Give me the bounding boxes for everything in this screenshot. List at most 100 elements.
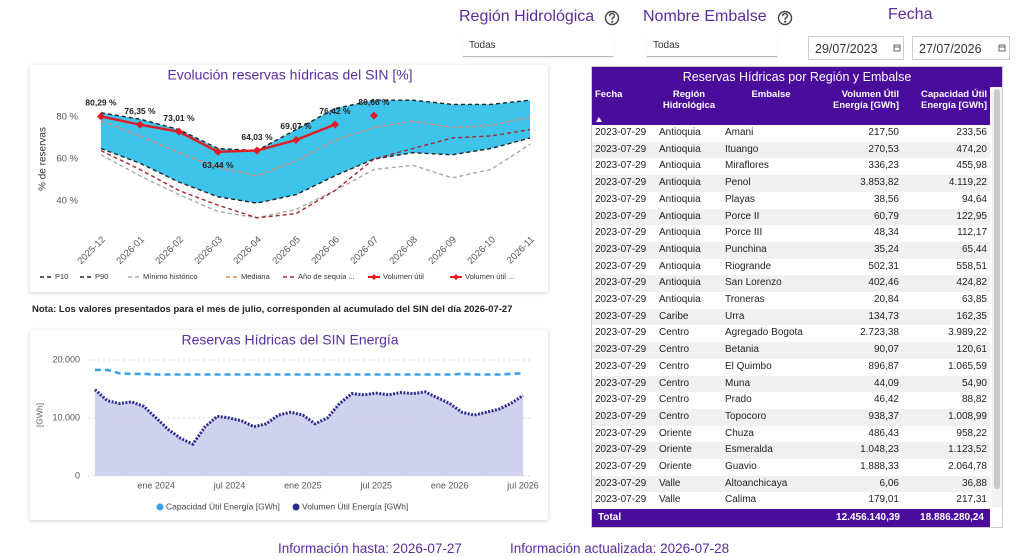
help-icon[interactable] xyxy=(777,10,793,26)
table-cell: Porce II xyxy=(722,208,820,226)
table-cell: 1.065,59 xyxy=(948,360,987,372)
footer-text: Información actualizada: 2026-07-28 xyxy=(510,541,730,556)
table-cell: Betania xyxy=(722,342,820,359)
table-cell: Antioquia xyxy=(659,260,701,272)
table-cell: Antioquia xyxy=(656,208,722,226)
y-tick-label: 20.000 xyxy=(52,354,80,364)
table-cell: Antioquia xyxy=(656,175,722,192)
table-cell: 2023-07-29 xyxy=(592,375,656,393)
table-cell: 2023-07-29 xyxy=(592,141,656,159)
x-tick-label: ene 2025 xyxy=(284,480,322,490)
table-row: 2023-07-29 Antioquia Punchina 35,24 65,44 xyxy=(592,241,990,259)
table-row: 2023-07-29 Centro Muna 44,09 54,90 xyxy=(592,375,990,393)
table-cell: Valle xyxy=(656,475,722,493)
date-input[interactable]: 29/07/2023 xyxy=(808,36,904,60)
table-cell: Centro xyxy=(659,394,690,406)
legend-label: Capacidad Útil Energía [GWh] xyxy=(166,501,280,511)
point-marker xyxy=(253,146,261,155)
table-cell: 20,84 xyxy=(873,294,899,306)
date-input[interactable]: 27/07/2026 xyxy=(912,36,1010,60)
legend-swatch xyxy=(156,503,164,511)
table-cell: Centro xyxy=(659,327,690,339)
table-cell: 217,31 xyxy=(956,494,987,506)
table-cell: 2023-07-29 xyxy=(595,160,647,172)
table-cell: Antioquia xyxy=(656,141,722,159)
table-cell: Penol xyxy=(722,175,820,192)
table-row: 2023-07-29 Valle Calima 179,01 217,31 xyxy=(592,492,990,509)
legend-label: P90 xyxy=(95,272,108,281)
table-cell: Centro xyxy=(656,342,722,359)
calendar-icon[interactable] xyxy=(998,44,1006,52)
help-icon[interactable] xyxy=(604,10,620,26)
table-cell: Miraflores xyxy=(725,160,769,172)
table-row: 2023-07-29 Antioquia Penol 3.853,82 4.119,22 xyxy=(592,175,990,192)
table-cell: 424,82 xyxy=(902,275,990,293)
table-cell: Porce III xyxy=(725,227,763,239)
table-cell: 2023-07-29 xyxy=(595,461,647,473)
scrollbar[interactable] xyxy=(992,87,1002,507)
table-cell: 2.064,78 xyxy=(948,461,987,473)
table-cell: San Lorenzo xyxy=(722,275,820,293)
column-header: Embalse xyxy=(722,87,820,125)
table-cell: 402,46 xyxy=(820,275,902,293)
table-cell: Riogrande xyxy=(725,260,772,272)
area-fill xyxy=(95,389,523,476)
table-cell: 2023-07-29 xyxy=(595,327,647,339)
y-tick-label: 0 xyxy=(75,470,80,480)
table-cell: 35,24 xyxy=(820,241,902,259)
table-cell: 46,42 xyxy=(873,394,899,406)
calendar-icon[interactable] xyxy=(893,44,901,52)
table-cell: 2023-07-29 xyxy=(595,494,647,506)
chart-title: Evolución reservas hídricas del SIN [%] xyxy=(167,67,412,83)
sort-icon[interactable] xyxy=(596,117,602,122)
dropdown[interactable]: Todas xyxy=(647,35,777,57)
series-line xyxy=(100,116,531,177)
table-cell: 2023-07-29 xyxy=(592,408,656,426)
legend-label: Volumen útil xyxy=(383,272,424,281)
table-cell: 134,73 xyxy=(820,308,902,326)
data-label: 73,01 % xyxy=(163,113,195,123)
table-cell: 44,09 xyxy=(820,375,902,393)
table-row: 2023-07-29 Centro Betania 90,07 120,61 xyxy=(592,342,990,359)
table-row: 2023-07-29 Oriente Chuza 486,43 958,22 xyxy=(592,426,990,443)
table-cell: 122,95 xyxy=(902,208,990,226)
table-row: 2023-07-29 Valle Altoanchicaya 6,06 36,88 xyxy=(592,475,990,493)
table-cell: 2023-07-29 xyxy=(592,241,656,259)
table-cell: Chuza xyxy=(725,427,754,439)
table-cell: Playas xyxy=(725,193,756,205)
table-cell: Urra xyxy=(722,308,820,326)
table-cell: 2023-07-29 xyxy=(592,342,656,359)
legend-label: Año de sequía ... xyxy=(298,272,355,281)
table-cell: 2023-07-29 xyxy=(592,208,656,226)
table-cell: 2023-07-29 xyxy=(592,308,656,326)
table-cell: 2023-07-29 xyxy=(592,442,656,460)
table-cell: 474,20 xyxy=(902,141,990,159)
table-cell: 112,17 xyxy=(957,227,987,239)
table-row: 2023-07-29 Antioquia San Lorenzo 402,46 424,… xyxy=(592,275,990,293)
y-tick-label: 80 % xyxy=(56,112,78,123)
legend-swatch xyxy=(292,503,300,511)
total-label: Total xyxy=(598,512,622,523)
table-cell: 2023-07-29 xyxy=(595,227,647,239)
column-header: Fecha xyxy=(592,87,656,125)
table-cell: 120,61 xyxy=(902,342,990,359)
table-row: 2023-07-29 Centro Agregado Bogota 2.723,38 3… xyxy=(592,325,990,342)
table-row: 2023-07-29 Antioquia Playas 38,56 94,64 xyxy=(592,192,990,209)
table-cell: Oriente xyxy=(656,442,722,460)
table-cell: 2023-07-29 xyxy=(595,394,647,406)
point-marker xyxy=(136,120,144,129)
y-tick-label: 10.000 xyxy=(52,412,80,422)
table-cell: 2023-07-29 xyxy=(592,475,656,493)
sort-arrow xyxy=(596,117,602,122)
table-cell: 2023-07-29 xyxy=(595,294,647,306)
scroll-thumb[interactable] xyxy=(994,89,1000,489)
dropdown[interactable]: Todas xyxy=(463,35,613,57)
table-cell: Centro xyxy=(656,375,722,393)
total-cell: 12.456.140,39 xyxy=(836,512,900,523)
table-cell: 938,37 xyxy=(820,408,902,426)
table-cell: Antioquia xyxy=(659,227,701,239)
table-title: Reservas Hídricas por Región y Embalse xyxy=(592,67,1002,87)
legend-label: Volumen útil ... xyxy=(465,272,514,281)
table-row: 2023-07-29 Oriente Guavio 1.888,33 2.064,78 xyxy=(592,459,990,476)
point-marker xyxy=(292,135,300,144)
